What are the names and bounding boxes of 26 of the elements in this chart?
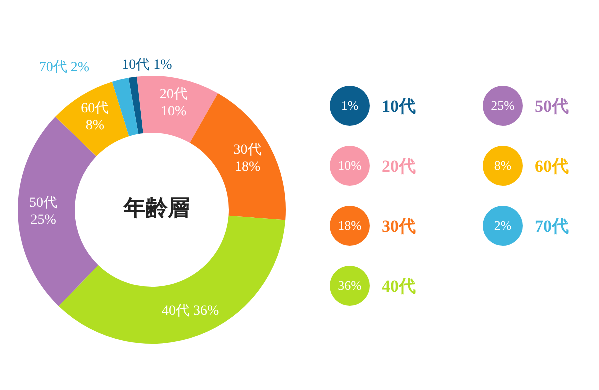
data-label: 18% xyxy=(234,160,261,176)
slice-label: 20代 xyxy=(160,86,188,103)
slice-label: 50代 xyxy=(30,194,58,211)
category-label: 70代 2% xyxy=(39,60,90,76)
category-label: 40代 36% xyxy=(162,304,220,319)
slice-label: 60代 xyxy=(81,100,110,117)
legend-swatch: 18% xyxy=(330,206,370,246)
slice-label: 30代 xyxy=(234,142,262,158)
text: 年齢層 xyxy=(123,196,190,220)
legend-label: 30代 xyxy=(382,216,416,238)
data-label: 8% xyxy=(86,118,105,134)
category-label: 10代 1% xyxy=(122,58,172,73)
data-label: 25% xyxy=(30,212,57,228)
data-label: 10% xyxy=(160,104,187,120)
legend-swatch: 36% xyxy=(330,266,370,306)
legend-label: 50代 xyxy=(535,96,569,118)
legend-swatch: 10% xyxy=(330,146,370,186)
legend-label: 20代 xyxy=(382,156,416,178)
legend-swatch: 1% xyxy=(330,86,370,126)
legend-label: 70代 xyxy=(535,216,569,238)
legend-swatch: 8% xyxy=(483,146,523,186)
legend-swatch: 25% xyxy=(483,86,523,126)
legend-swatch: 2% xyxy=(483,206,523,246)
legend-label: 10代 xyxy=(382,96,416,118)
legend-label: 40代 xyxy=(382,276,416,298)
legend-label: 60代 xyxy=(535,156,569,178)
